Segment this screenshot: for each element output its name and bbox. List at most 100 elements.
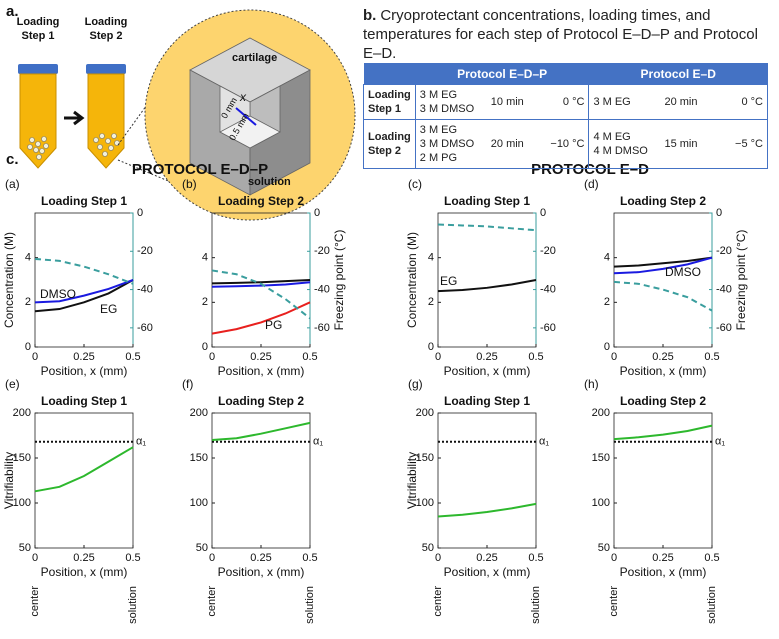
cube <box>189 37 311 196</box>
cell-line: Loading <box>368 89 411 101</box>
x-tick-label: 0.5 <box>704 351 719 363</box>
x-tick-label: 0.5 <box>528 351 543 363</box>
y-tick-label: 4 <box>428 252 434 264</box>
y2-tick-label: -40 <box>540 283 556 295</box>
y-tick-label: 0 <box>604 341 610 353</box>
cpa-cell: 4 M EG 4 M DMSO <box>588 119 661 169</box>
x-end-label: solution <box>530 586 542 624</box>
x-axis-label: Position, x (mm) <box>444 565 531 579</box>
x-axis-label: Position, x (mm) <box>218 364 305 378</box>
y-tick-label: 2 <box>25 296 31 308</box>
y2-tick-label: -20 <box>137 245 153 257</box>
x-axis-label: Position, x (mm) <box>41 565 128 579</box>
series-label: DMSO <box>665 265 701 279</box>
y-axis-label: Vitrifiability <box>405 452 419 509</box>
series-line <box>34 446 134 493</box>
panel-label: (e) <box>5 377 20 391</box>
y2-axis-label: Freezing point (°C) <box>332 230 346 331</box>
chart-title: Loading Step 2 <box>620 194 706 208</box>
series-line <box>437 502 537 518</box>
cell-line: 3 M EG <box>419 124 458 136</box>
tube <box>86 64 126 169</box>
series-label: EG <box>440 274 457 288</box>
y2-tick-label: 0 <box>716 207 722 219</box>
plot-frame <box>437 412 537 549</box>
tube <box>18 64 58 169</box>
axis-label: x <box>239 90 247 104</box>
series-line <box>437 223 537 232</box>
y-tick-label: 200 <box>416 407 434 419</box>
panel-label: (d) <box>584 177 599 191</box>
x-tick-label: 0 <box>435 351 441 363</box>
y2-tick-label: -60 <box>314 322 330 334</box>
table-caption: b. Cryoprotectant concentrations, loading… <box>363 6 763 63</box>
row-label: Loading Step 2 <box>363 119 416 169</box>
time-cell: 20 min <box>486 119 542 169</box>
y-axis-label: Concentration (M) <box>405 232 419 328</box>
x-axis-label: Position, x (mm) <box>444 364 531 378</box>
chart-title: Loading Step 1 <box>444 194 530 208</box>
series-line <box>34 279 134 304</box>
y2-tick-label: -40 <box>137 283 153 295</box>
x-tick-label: 0 <box>209 552 215 564</box>
region-label: cartilage <box>232 52 277 64</box>
panel-label: b. <box>363 7 377 24</box>
series-label: DMSO <box>40 287 76 301</box>
cell-line: Loading <box>368 131 411 143</box>
temp-cell: −10 °C <box>541 119 590 169</box>
y2-tick-label: 0 <box>540 207 546 219</box>
chart-title: Loading Step 1 <box>41 194 127 208</box>
x-tick-label: 0.25 <box>73 552 94 564</box>
reference-label: α₁ <box>539 436 549 448</box>
x-tick-label: 0.5 <box>528 552 543 564</box>
plot-frame <box>34 212 134 348</box>
y-tick-label: 50 <box>19 542 31 554</box>
y-tick-label: 0 <box>202 341 208 353</box>
panel-label: (h) <box>584 377 599 391</box>
y-tick-label: 100 <box>13 497 31 509</box>
caption-text: Cryoprotectant concentrations, loading t… <box>363 7 758 62</box>
temp-cell: 0 °C <box>541 84 590 120</box>
y2-tick-label: 0 <box>137 207 143 219</box>
y-tick-label: 50 <box>598 542 610 554</box>
y-tick-label: 150 <box>416 452 434 464</box>
chart-title: Loading Step 2 <box>218 194 304 208</box>
x-tick-label: 0.5 <box>704 552 719 564</box>
series-line <box>437 279 537 293</box>
series-line <box>34 257 134 285</box>
y-tick-label: 150 <box>190 452 208 464</box>
x-end-label: solution <box>304 586 316 624</box>
y-axis-label: Vitrifiability <box>2 452 16 509</box>
x-tick-label: 0.5 <box>125 351 140 363</box>
series-line <box>211 279 311 285</box>
series-line <box>211 301 311 335</box>
header-cell: Protocol E–D–P <box>415 63 589 85</box>
series-line <box>613 256 713 275</box>
series-line <box>34 279 134 313</box>
y-tick-label: 2 <box>604 296 610 308</box>
y-tick-label: 100 <box>592 497 610 509</box>
x-tick-label: 0.25 <box>250 552 271 564</box>
y-tick-label: 4 <box>25 252 31 264</box>
panel-label: a. <box>6 3 19 20</box>
cpa-cell: 3 M EG 3 M DMSO <box>414 84 487 120</box>
cell-line: 3 M EG <box>593 96 631 108</box>
y2-tick-label: -60 <box>716 322 732 334</box>
x-axis-label: Position, x (mm) <box>620 364 707 378</box>
y-axis-label: Concentration (M) <box>2 232 16 328</box>
plot-frame <box>613 212 713 348</box>
y-tick-label: 200 <box>13 407 31 419</box>
x-axis-label: Position, x (mm) <box>620 565 707 579</box>
x-axis-label: Position, x (mm) <box>218 565 305 579</box>
series-line <box>613 256 713 268</box>
series-line <box>211 421 311 441</box>
temp-cell: 0 °C <box>714 84 768 120</box>
chart-title: Loading Step 1 <box>41 394 127 408</box>
x-tick-label: 0.5 <box>125 552 140 564</box>
x-tick-label: 0 <box>435 552 441 564</box>
tube-label: Step 2 <box>89 30 122 42</box>
x-tick-label: 0.5 <box>302 552 317 564</box>
tube-label: Loading <box>17 16 60 28</box>
